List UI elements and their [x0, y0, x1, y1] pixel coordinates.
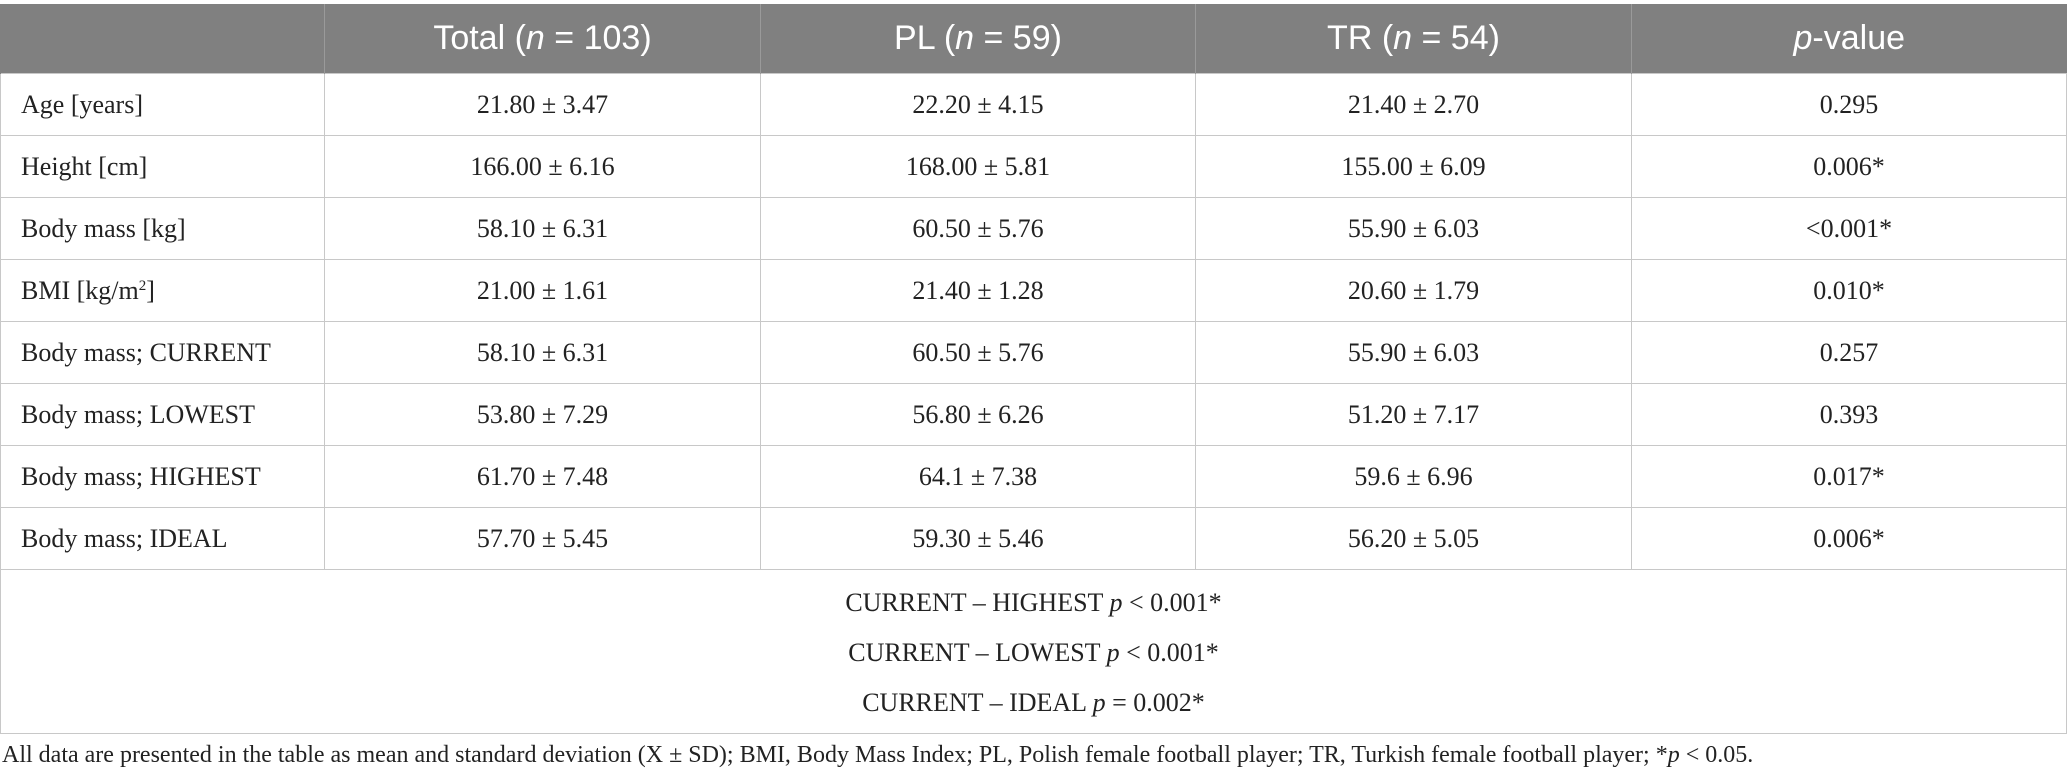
header-row: Total (n = 103) PL (n = 59) TR (n = 54) … [0, 4, 2067, 74]
cell-tr: 55.90 ± 6.03 [1195, 321, 1632, 384]
table-row: Body mass; CURRENT 58.10 ± 6.31 60.50 ± … [0, 321, 2067, 384]
table-footnote: All data are presented in the table as m… [2, 742, 1754, 768]
table-row: BMI [kg/m2] 21.00 ± 1.61 21.40 ± 1.28 20… [0, 259, 2067, 322]
cell-total: 58.10 ± 6.31 [324, 197, 761, 260]
table-row: Height [cm] 166.00 ± 6.16 168.00 ± 5.81 … [0, 135, 2067, 198]
summary-line: CURRENT – HIGHEST p < 0.001* [845, 587, 1222, 617]
cell-p: 0.257 [1631, 321, 2067, 384]
header-empty [0, 4, 325, 74]
cell-pl: 60.50 ± 5.76 [760, 197, 1196, 260]
cell-total: 61.70 ± 7.48 [324, 445, 761, 508]
cell-p: 0.393 [1631, 383, 2067, 446]
cell-total: 57.70 ± 5.45 [324, 507, 761, 570]
table-row: Body mass; IDEAL 57.70 ± 5.45 59.30 ± 5.… [0, 507, 2067, 570]
cell-pl: 168.00 ± 5.81 [760, 135, 1196, 198]
table-row: Body mass; HIGHEST 61.70 ± 7.48 64.1 ± 7… [0, 445, 2067, 508]
cell-total: 166.00 ± 6.16 [324, 135, 761, 198]
cell-p: 0.017* [1631, 445, 2067, 508]
row-label: Age [years] [0, 73, 325, 136]
row-label: Height [cm] [0, 135, 325, 198]
cell-p: 0.006* [1631, 135, 2067, 198]
summary-line: CURRENT – IDEAL p = 0.002* [862, 687, 1205, 717]
cell-tr: 51.20 ± 7.17 [1195, 383, 1632, 446]
header-total: Total (n = 103) [324, 4, 761, 74]
row-label: Body mass; LOWEST [0, 383, 325, 446]
header-pl: PL (n = 59) [760, 4, 1196, 74]
cell-p: <0.001* [1631, 197, 2067, 260]
cell-p: 0.295 [1631, 73, 2067, 136]
cell-tr: 59.6 ± 6.96 [1195, 445, 1632, 508]
summary-line: CURRENT – LOWEST p < 0.001* [848, 637, 1219, 667]
summary-row: CURRENT – HIGHEST p < 0.001* CURRENT – L… [0, 569, 2067, 734]
cell-tr: 20.60 ± 1.79 [1195, 259, 1632, 322]
cell-p: 0.010* [1631, 259, 2067, 322]
row-label: Body mass; CURRENT [0, 321, 325, 384]
row-label: BMI [kg/m2] [0, 259, 325, 322]
cell-pl: 59.30 ± 5.46 [760, 507, 1196, 570]
cell-total: 21.00 ± 1.61 [324, 259, 761, 322]
row-label: Body mass; IDEAL [0, 507, 325, 570]
cell-tr: 56.20 ± 5.05 [1195, 507, 1632, 570]
cell-total: 53.80 ± 7.29 [324, 383, 761, 446]
data-table: Total (n = 103) PL (n = 59) TR (n = 54) … [0, 4, 2067, 734]
cell-pl: 60.50 ± 5.76 [760, 321, 1196, 384]
row-label: Body mass; HIGHEST [0, 445, 325, 508]
row-label: Body mass [kg] [0, 197, 325, 260]
cell-pl: 56.80 ± 6.26 [760, 383, 1196, 446]
cell-tr: 55.90 ± 6.03 [1195, 197, 1632, 260]
header-p-value: p-value [1631, 4, 2067, 74]
summary-cell: CURRENT – HIGHEST p < 0.001* CURRENT – L… [0, 569, 2067, 734]
table-container: Total (n = 103) PL (n = 59) TR (n = 54) … [0, 4, 2067, 734]
cell-p: 0.006* [1631, 507, 2067, 570]
header-tr: TR (n = 54) [1195, 4, 1632, 74]
table-row: Body mass [kg] 58.10 ± 6.31 60.50 ± 5.76… [0, 197, 2067, 260]
cell-total: 58.10 ± 6.31 [324, 321, 761, 384]
cell-total: 21.80 ± 3.47 [324, 73, 761, 136]
table-row: Age [years] 21.80 ± 3.47 22.20 ± 4.15 21… [0, 73, 2067, 136]
cell-pl: 22.20 ± 4.15 [760, 73, 1196, 136]
cell-pl: 21.40 ± 1.28 [760, 259, 1196, 322]
table-row: Body mass; LOWEST 53.80 ± 7.29 56.80 ± 6… [0, 383, 2067, 446]
cell-pl: 64.1 ± 7.38 [760, 445, 1196, 508]
cell-tr: 21.40 ± 2.70 [1195, 73, 1632, 136]
cell-tr: 155.00 ± 6.09 [1195, 135, 1632, 198]
